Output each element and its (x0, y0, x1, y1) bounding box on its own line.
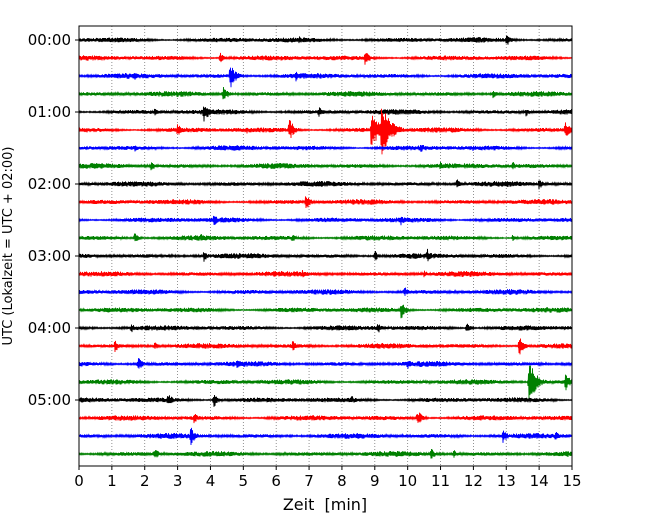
x-tick-label: 2 (140, 472, 150, 490)
trace-row-22 (78, 427, 573, 446)
y-axis-label: UTC (Lokalzeit = UTC + 02:00) (1, 147, 16, 346)
trace-row-1 (78, 52, 573, 65)
x-tick-label: 12 (464, 472, 483, 490)
x-tick-label: 3 (173, 472, 183, 490)
x-tick-label: 5 (239, 472, 249, 490)
trace-row-19 (78, 365, 573, 399)
x-tick-label: 7 (304, 472, 314, 490)
trace-row-20 (78, 394, 573, 407)
trace-row-13 (78, 270, 573, 278)
x-tick-label: 1 (107, 472, 117, 490)
x-tick-label: 8 (337, 472, 347, 490)
x-tick-label: 6 (271, 472, 281, 490)
trace-row-23 (78, 448, 573, 459)
y-tick-label: 03:00 (28, 247, 71, 265)
trace-row-5 (78, 108, 573, 155)
trace-row-15 (78, 304, 573, 319)
x-tick-label: 13 (497, 472, 516, 490)
trace-row-2 (78, 67, 573, 88)
trace-row-10 (78, 215, 573, 226)
y-tick-label: 05:00 (28, 391, 71, 409)
trace-row-0 (78, 35, 573, 45)
trace-row-17 (78, 338, 573, 355)
x-tick-label: 11 (431, 472, 450, 490)
x-tick-label: 15 (562, 472, 581, 490)
x-tick-label: 9 (370, 472, 380, 490)
trace-row-3 (78, 86, 573, 100)
y-tick-label: 00:00 (28, 31, 71, 49)
trace-row-14 (78, 287, 573, 296)
trace-row-6 (78, 144, 573, 153)
grid-lines (111, 26, 540, 466)
trace-row-9 (78, 196, 573, 209)
plot-frame (78, 25, 573, 467)
x-tick-label: 0 (74, 472, 84, 490)
trace-row-16 (78, 323, 573, 333)
y-tick-label: 02:00 (28, 175, 71, 193)
x-axis-ticks: 0 1 2 3 4 5 6 7 8 9 10 11 12 13 14 15 (74, 466, 582, 490)
trace-row-8 (78, 179, 573, 190)
x-tick-label: 14 (530, 472, 549, 490)
x-tick-label: 10 (398, 472, 417, 490)
y-tick-label: 01:00 (28, 103, 71, 121)
trace-row-11 (78, 233, 573, 242)
trace-row-4 (78, 106, 573, 122)
seismogram-traces (78, 35, 573, 459)
x-axis-label: Zeit [min] (283, 495, 367, 514)
trace-row-18 (78, 358, 573, 369)
trace-row-7 (78, 161, 573, 171)
y-tick-label: 04:00 (28, 319, 71, 337)
y-axis-ticks: 00:00 01:00 02:00 03:00 04:00 05:00 (28, 31, 79, 409)
x-tick-label: 4 (206, 472, 216, 490)
trace-row-21 (78, 412, 573, 424)
trace-row-12 (78, 248, 573, 262)
